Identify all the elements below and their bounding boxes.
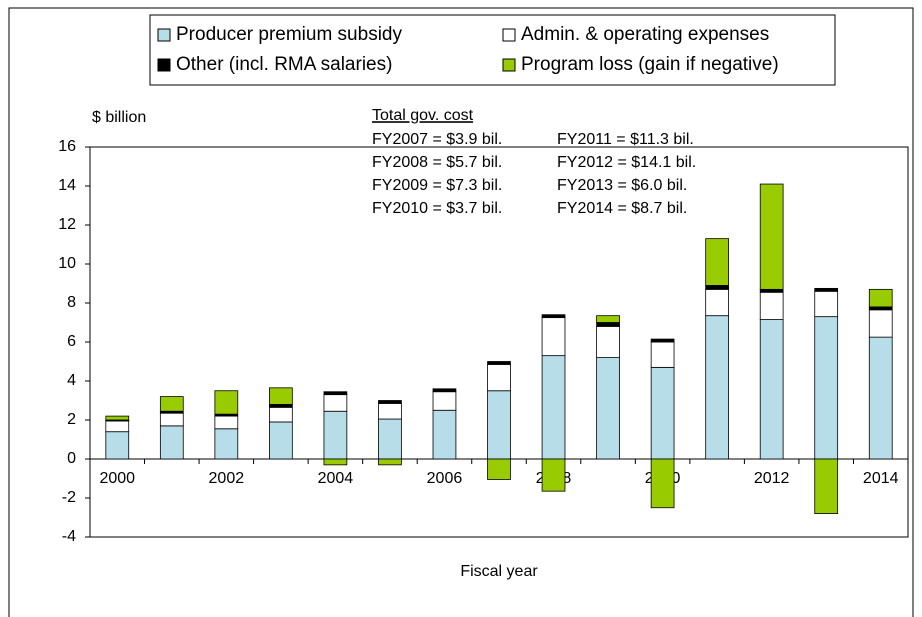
legend-box (149, 14, 836, 86)
x-tick-label: 2014 (863, 470, 899, 487)
bar-segment (868, 336, 893, 460)
bar-segment (323, 394, 348, 412)
x-tick-label: 2000 (99, 470, 135, 487)
bar-segment (105, 415, 130, 421)
y-tick-label: 2 (67, 411, 76, 428)
legend-swatch (502, 28, 516, 42)
annotation: FY2012 = $14.1 bil. (557, 154, 696, 171)
bar-segment (650, 458, 675, 509)
bar-segment (868, 288, 893, 308)
x-tick-label: 2004 (318, 470, 354, 487)
y-tick-label: -4 (62, 528, 76, 545)
bar-segment (759, 291, 784, 320)
legend-label: Producer premium subsidy (176, 24, 402, 45)
legend-swatch (157, 58, 171, 72)
y-tick-label: 12 (58, 216, 76, 233)
frame (8, 7, 914, 617)
bar-segment (650, 341, 675, 368)
x-axis-label: Fiscal year (460, 563, 538, 580)
y-tick-label: 0 (67, 450, 76, 467)
bar-segment (269, 403, 293, 408)
bar-segment (269, 387, 293, 405)
bar-segment (868, 309, 893, 338)
bar-segment (705, 285, 729, 290)
y-tick-label: 4 (67, 372, 76, 389)
bar-segment (650, 366, 675, 460)
bar-segment (105, 420, 130, 433)
bar-segment (541, 317, 566, 357)
bar-segment (487, 361, 511, 365)
y-tick-label: 8 (67, 294, 76, 311)
bar-segment (596, 357, 620, 460)
y-tick-label: 6 (67, 333, 76, 350)
annotation: FY2008 = $5.7 bil. (372, 154, 502, 171)
bar-segment (705, 238, 729, 286)
bar-segment (705, 315, 729, 460)
bar-segment (759, 288, 784, 293)
bar-segment (814, 287, 839, 292)
bar-segment (214, 390, 239, 415)
y-axis-label: $ billion (92, 109, 146, 126)
bar-segment (596, 315, 620, 323)
bar-segment (378, 418, 402, 460)
bar-segment (323, 458, 348, 466)
bar-segment (814, 458, 839, 514)
legend-label: Program loss (gain if negative) (521, 54, 779, 75)
bar-segment (323, 391, 348, 396)
bar-segment (214, 415, 239, 430)
bar-segment (159, 412, 184, 427)
bar-segment (269, 406, 293, 423)
bar-segment (759, 319, 784, 460)
x-tick-label: 2012 (754, 470, 790, 487)
bar-segment (487, 458, 511, 480)
bar-segment (214, 428, 239, 460)
bar-segment (323, 410, 348, 460)
bar-segment (705, 288, 729, 317)
bar-segment (159, 396, 184, 412)
y-tick-label: 10 (58, 255, 76, 272)
bar-segment (378, 403, 402, 420)
y-tick-label: 14 (58, 177, 76, 194)
annotation: FY2014 = $8.7 bil. (557, 200, 687, 217)
bar-segment (159, 425, 184, 460)
bar-segment (596, 325, 620, 358)
annotation: FY2013 = $6.0 bil. (557, 177, 687, 194)
bar-segment (541, 314, 566, 319)
bar-segment (759, 183, 784, 290)
bar-segment (650, 338, 675, 343)
x-tick-label: 2002 (209, 470, 245, 487)
annotation-title: Total gov. cost (372, 107, 474, 124)
annotation: FY2010 = $3.7 bil. (372, 200, 502, 217)
bar-segment (432, 391, 457, 411)
legend-swatch (157, 28, 171, 42)
bar-segment (487, 364, 511, 392)
bar-segment (105, 431, 130, 460)
legend-label: Admin. & operating expenses (521, 24, 769, 45)
bar-segment (814, 316, 839, 460)
annotation: FY2007 = $3.9 bil. (372, 131, 502, 148)
y-tick-label: -2 (62, 489, 76, 506)
bar-segment (541, 355, 566, 460)
bar-segment (541, 458, 566, 492)
x-tick-label: 2006 (427, 470, 463, 487)
annotation: FY2011 = $11.3 bil. (557, 131, 694, 148)
bar-segment (814, 290, 839, 318)
annotation: FY2009 = $7.3 bil. (372, 177, 502, 194)
bar-segment (269, 421, 293, 460)
legend-swatch (502, 58, 516, 72)
bar-segment (487, 390, 511, 460)
y-tick-label: 16 (58, 138, 76, 155)
bar-segment (432, 388, 457, 393)
bar-segment (596, 322, 620, 327)
bar-segment (378, 458, 402, 466)
bar-segment (432, 409, 457, 460)
legend-label: Other (incl. RMA salaries) (176, 54, 392, 75)
bar-segment (868, 306, 893, 311)
bar-segment (378, 400, 402, 404)
